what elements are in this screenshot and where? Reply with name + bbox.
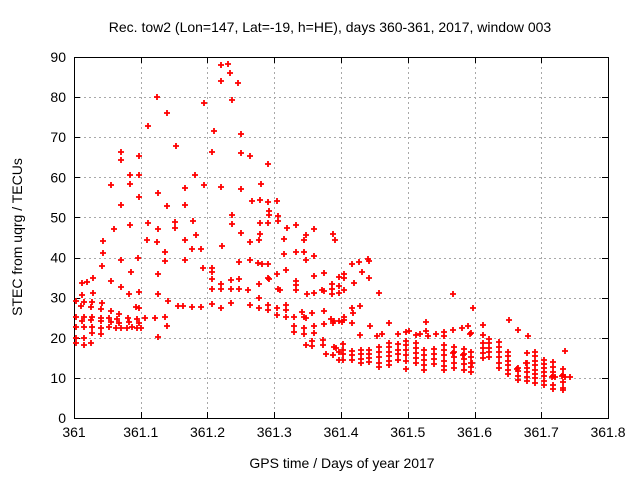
x-axis-label: GPS time / Days of year 2017 (249, 455, 435, 471)
x-tick-label: 361.7 (524, 424, 559, 440)
y-tick-label: 60 (50, 169, 66, 185)
x-tick-label: 361.1 (123, 424, 158, 440)
y-tick-label: 40 (50, 250, 66, 266)
grid-lines (74, 57, 608, 418)
y-tick-label: 80 (50, 89, 66, 105)
x-tick-label: 361.8 (590, 424, 625, 440)
x-tick-label: 361.5 (390, 424, 425, 440)
x-tick-label: 361.2 (190, 424, 225, 440)
data-points (73, 61, 573, 393)
x-tick-label: 361.3 (257, 424, 292, 440)
x-tick-label: 361.6 (457, 424, 492, 440)
y-tick-label: 50 (50, 209, 66, 225)
axis-ticks (74, 57, 609, 419)
y-tick-label: 90 (50, 49, 66, 65)
x-tick-label: 361 (62, 424, 86, 440)
y-tick-label: 30 (50, 290, 66, 306)
y-tick-label: 20 (50, 330, 66, 346)
chart-title: Rec. tow2 (Lon=147, Lat=-19, h=HE), days… (108, 19, 552, 35)
y-tick-label: 70 (50, 129, 66, 145)
y-tick-label: 0 (58, 410, 66, 426)
y-tick-label: 10 (50, 370, 66, 386)
x-tick-label: 361.4 (323, 424, 358, 440)
